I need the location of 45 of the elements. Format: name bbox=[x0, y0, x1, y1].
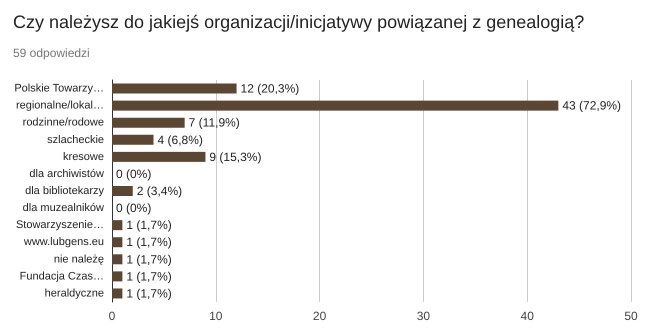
y-tick-label: Stowarzyszenie… bbox=[16, 219, 104, 232]
data-label: 1 (1,7%) bbox=[126, 286, 172, 300]
data-label: 43 (72,9%) bbox=[562, 98, 622, 113]
y-tick-label: dla muzealników bbox=[22, 202, 104, 214]
bar bbox=[112, 220, 122, 230]
data-label: 1 (1,7%) bbox=[126, 218, 172, 232]
data-label: 9 (15,3%) bbox=[209, 150, 262, 164]
bar bbox=[112, 186, 133, 196]
data-label: 12 (20,3%) bbox=[240, 82, 300, 96]
bar bbox=[112, 271, 122, 282]
y-tick-label: szlacheckie bbox=[47, 134, 104, 146]
y-tick-label: Fundacja Czas… bbox=[20, 270, 104, 282]
bar bbox=[112, 100, 558, 111]
y-tick-label: heraldyczne bbox=[44, 287, 104, 300]
x-tick-label: 50 bbox=[624, 309, 638, 323]
y-tick-label: regionalne/lokal… bbox=[16, 100, 104, 112]
x-tick-label: 20 bbox=[312, 309, 327, 323]
x-tick-label: 0 bbox=[108, 309, 116, 323]
y-tick-label: www.lubgens.eu bbox=[22, 236, 104, 248]
y-tick-label: dla bibliotekarzy bbox=[25, 185, 104, 197]
data-label: 1 (1,7%) bbox=[126, 252, 172, 266]
y-tick-label: Polskie Towarzy… bbox=[14, 82, 104, 95]
data-label: 0 (0%) bbox=[116, 201, 152, 216]
chart-subtitle: 59 odpowiedzi bbox=[13, 46, 90, 60]
y-tick-label: dla archiwistów bbox=[29, 168, 104, 180]
data-label: 7 (11,9%) bbox=[188, 116, 240, 130]
data-label: 1 (1,7%) bbox=[126, 235, 172, 250]
chart-title: Czy należysz do jakiejś organizacji/inicjatywy powiązanej z genealogią? bbox=[13, 12, 584, 32]
y-tick-label: rodzinne/rodowe bbox=[22, 116, 104, 129]
bar bbox=[112, 288, 122, 298]
x-tick-label: 30 bbox=[416, 309, 430, 323]
data-label: 4 (6,8%) bbox=[158, 132, 203, 147]
bar bbox=[112, 118, 185, 128]
x-tick-label: 10 bbox=[209, 309, 223, 323]
bar bbox=[112, 84, 237, 94]
bar bbox=[112, 237, 122, 248]
x-tick-label: 40 bbox=[520, 309, 534, 323]
bar bbox=[112, 254, 122, 264]
data-label: 2 (3,4%) bbox=[136, 184, 182, 198]
bar bbox=[112, 152, 206, 162]
data-label: 0 (0%) bbox=[116, 166, 152, 181]
y-tick-label: nie należę bbox=[54, 253, 104, 266]
bar bbox=[112, 134, 154, 145]
data-label: 1 (1,7%) bbox=[126, 269, 172, 284]
y-tick-label: kresowe bbox=[63, 150, 104, 163]
